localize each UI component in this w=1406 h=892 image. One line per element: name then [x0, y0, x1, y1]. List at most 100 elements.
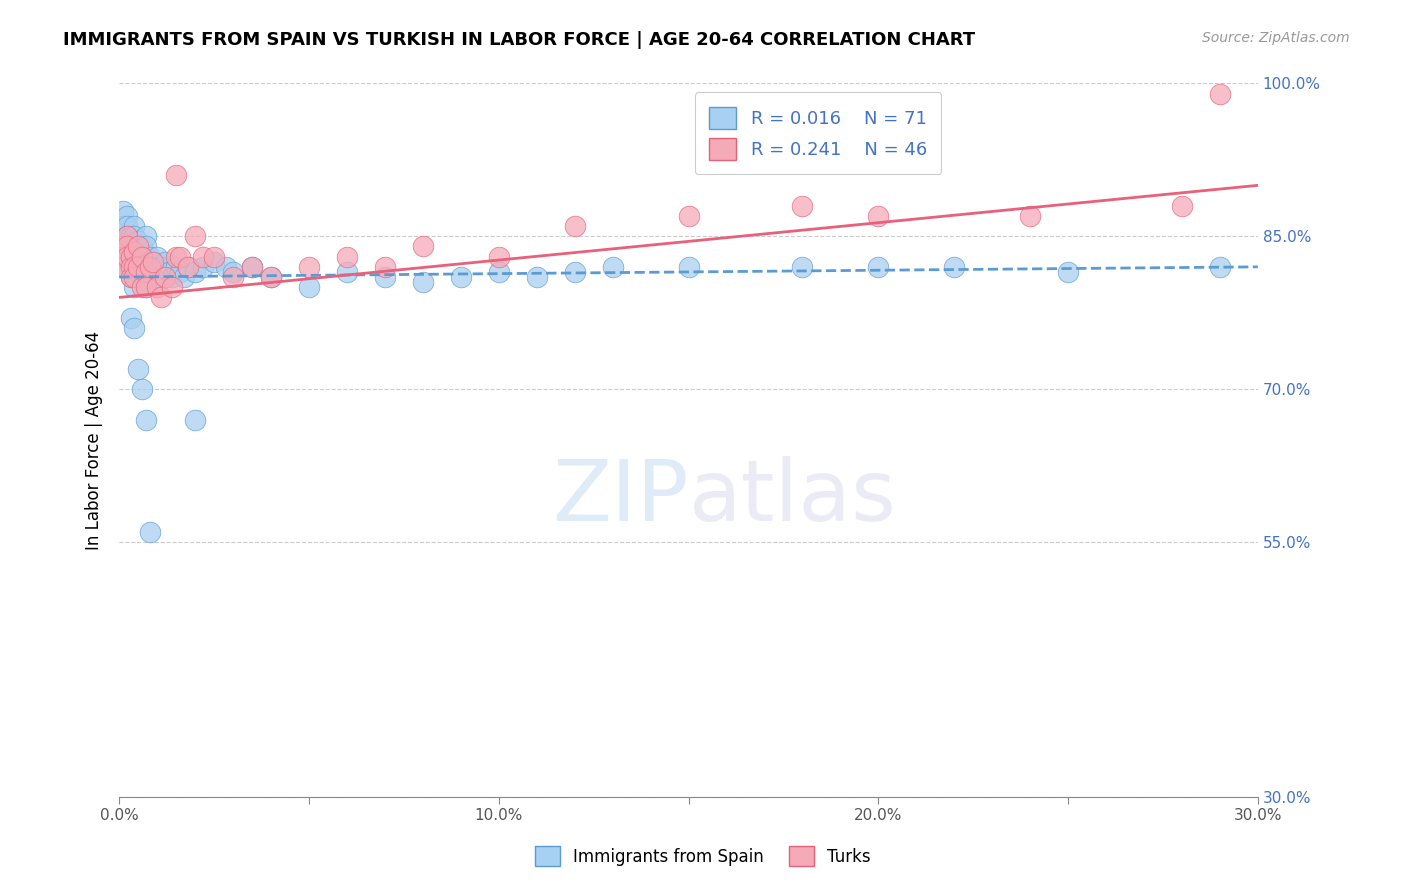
Point — [115, 209, 138, 223]
Point — [412, 239, 434, 253]
Point — [146, 280, 169, 294]
Point — [146, 250, 169, 264]
Point — [602, 260, 624, 274]
Point — [162, 270, 184, 285]
Point — [124, 270, 146, 285]
Point — [564, 265, 586, 279]
Point — [214, 260, 236, 274]
Point — [115, 239, 138, 253]
Point — [202, 250, 225, 264]
Text: IMMIGRANTS FROM SPAIN VS TURKISH IN LABOR FORCE | AGE 20-64 CORRELATION CHART: IMMIGRANTS FROM SPAIN VS TURKISH IN LABO… — [63, 31, 976, 49]
Legend: Immigrants from Spain, Turks: Immigrants from Spain, Turks — [527, 838, 879, 875]
Point — [162, 280, 184, 294]
Point — [165, 250, 187, 264]
Point — [138, 524, 160, 539]
Point — [240, 260, 263, 274]
Point — [124, 260, 146, 274]
Point — [868, 209, 890, 223]
Point — [124, 239, 146, 253]
Point — [135, 265, 157, 279]
Point — [124, 229, 146, 244]
Point — [943, 260, 966, 274]
Point — [165, 168, 187, 182]
Point — [124, 219, 146, 233]
Point — [374, 270, 396, 285]
Point — [135, 412, 157, 426]
Point — [298, 280, 321, 294]
Point — [202, 254, 225, 268]
Point — [157, 265, 180, 279]
Point — [678, 260, 700, 274]
Point — [488, 265, 510, 279]
Point — [135, 280, 157, 294]
Point — [115, 229, 138, 244]
Point — [176, 260, 198, 274]
Point — [153, 254, 176, 268]
Point — [120, 270, 142, 285]
Point — [176, 260, 198, 274]
Point — [184, 265, 207, 279]
Point — [1209, 87, 1232, 101]
Point — [150, 290, 173, 304]
Point — [115, 250, 138, 264]
Point — [115, 219, 138, 233]
Point — [127, 239, 149, 253]
Point — [131, 260, 153, 274]
Point — [127, 361, 149, 376]
Point — [336, 250, 359, 264]
Point — [124, 244, 146, 259]
Point — [526, 270, 548, 285]
Point — [1171, 199, 1194, 213]
Text: Source: ZipAtlas.com: Source: ZipAtlas.com — [1202, 31, 1350, 45]
Point — [138, 260, 160, 274]
Point — [112, 219, 135, 233]
Point — [120, 270, 142, 285]
Point — [115, 250, 138, 264]
Point — [564, 219, 586, 233]
Point — [120, 260, 142, 274]
Point — [1019, 209, 1042, 223]
Point — [868, 260, 890, 274]
Point — [165, 260, 187, 274]
Point — [131, 382, 153, 396]
Legend: R = 0.016    N = 71, R = 0.241    N = 46: R = 0.016 N = 71, R = 0.241 N = 46 — [695, 93, 942, 175]
Point — [112, 239, 135, 253]
Text: atlas: atlas — [689, 456, 897, 539]
Point — [488, 250, 510, 264]
Point — [112, 260, 135, 274]
Point — [120, 250, 142, 264]
Point — [120, 239, 142, 253]
Point — [146, 270, 169, 285]
Point — [150, 260, 173, 274]
Y-axis label: In Labor Force | Age 20-64: In Labor Force | Age 20-64 — [86, 331, 103, 549]
Point — [142, 254, 165, 268]
Point — [127, 244, 149, 259]
Point — [374, 260, 396, 274]
Point — [298, 260, 321, 274]
Point — [260, 270, 283, 285]
Point — [678, 209, 700, 223]
Point — [131, 239, 153, 253]
Point — [135, 280, 157, 294]
Point — [240, 260, 263, 274]
Point — [169, 265, 191, 279]
Point — [131, 250, 153, 264]
Point — [222, 270, 245, 285]
Point — [792, 260, 814, 274]
Point — [124, 280, 146, 294]
Point — [127, 254, 149, 268]
Point — [173, 270, 195, 285]
Point — [127, 265, 149, 279]
Point — [124, 321, 146, 335]
Point — [115, 229, 138, 244]
Point — [191, 250, 214, 264]
Point — [112, 239, 135, 253]
Point — [336, 265, 359, 279]
Point — [412, 275, 434, 289]
Point — [138, 260, 160, 274]
Point — [142, 254, 165, 268]
Point — [127, 260, 149, 274]
Point — [1209, 260, 1232, 274]
Point — [120, 260, 142, 274]
Point — [115, 239, 138, 253]
